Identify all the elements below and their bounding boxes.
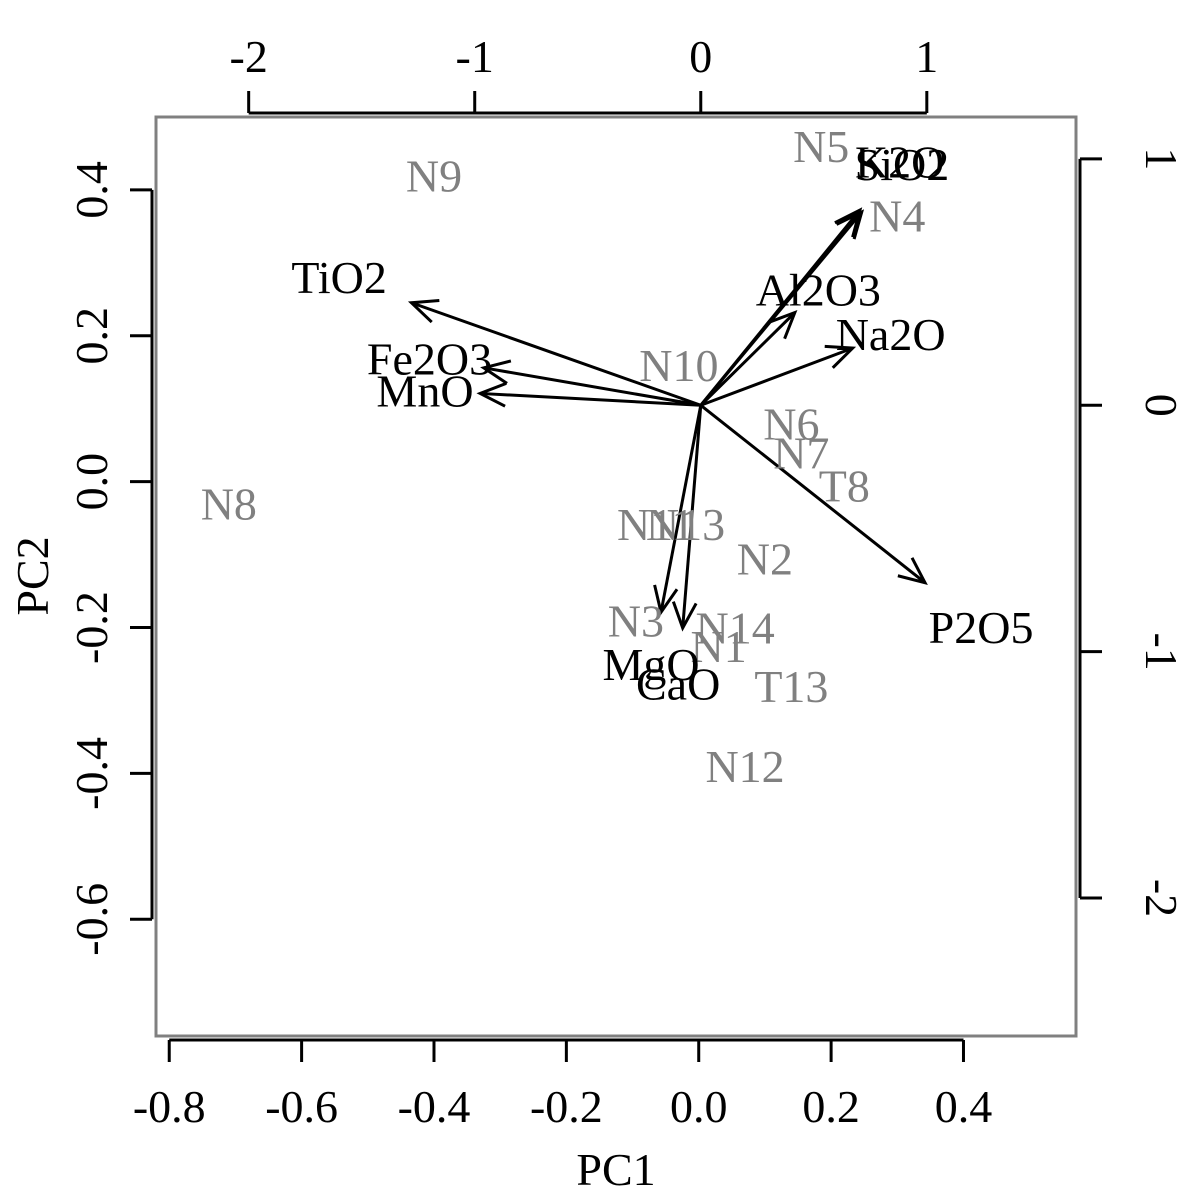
x-tick-label: -0.4 — [398, 1081, 471, 1132]
x-tick-label: 0.0 — [670, 1081, 728, 1132]
y-tick-label: 0.0 — [66, 453, 117, 511]
observation-label: N13 — [646, 499, 725, 550]
variable-label: CaO — [636, 659, 720, 710]
variable-label: K2O — [855, 136, 944, 187]
arrow-head — [834, 207, 863, 238]
variable-label: SiO2 — [855, 139, 950, 190]
y-tick-label: -0.2 — [66, 591, 117, 664]
x-axis-title: PC1 — [576, 1144, 655, 1195]
observation-label: T8 — [819, 460, 870, 511]
variable-label: Al2O3 — [756, 264, 881, 315]
plot-frame — [154, 115, 1078, 1038]
arrow-head — [653, 584, 679, 616]
variable-arrow — [681, 405, 703, 629]
observation-label: N2 — [737, 533, 793, 584]
y-tick-label: -0.4 — [66, 737, 117, 810]
x-tick-label: -0.6 — [265, 1081, 338, 1132]
right-tick-label: -2 — [1136, 879, 1187, 917]
right-tick-label: -1 — [1136, 632, 1187, 670]
arrow-head — [476, 382, 507, 408]
observation-label: N10 — [639, 340, 718, 391]
arrow-head — [824, 344, 857, 369]
y-tick-label: 0.2 — [66, 307, 117, 365]
variable-label: P2O5 — [929, 602, 1034, 653]
top-tick-label: 1 — [915, 31, 938, 82]
y-tick-label: 0.4 — [66, 161, 117, 219]
axes-layer: -0.8 -0.6 -0.4 -0.2 0.0 0.2 0.4 -0.6 -0.4 -0.2 0.0… — [66, 31, 1187, 1132]
variable-arrow — [480, 391, 701, 407]
observation-label: N7 — [773, 428, 829, 479]
x-tick-label: -0.2 — [530, 1081, 603, 1132]
observation-label: N1 — [690, 621, 746, 672]
x-tick-label: 0.4 — [935, 1081, 993, 1132]
arrow-head — [671, 601, 698, 632]
variable-arrow — [699, 404, 926, 584]
observation-label: N11 — [617, 499, 695, 550]
variable-arrow — [483, 366, 702, 407]
arrow-head — [897, 557, 928, 585]
observation-label: N5 — [793, 121, 849, 172]
variable-arrow — [410, 301, 702, 407]
observation-label: N8 — [201, 479, 257, 530]
observation-label: N9 — [406, 150, 462, 201]
top-tick-label: -2 — [230, 31, 268, 82]
observation-label: N12 — [705, 741, 784, 792]
observation-label: N3 — [608, 595, 664, 646]
variable-label: Fe2O3 — [367, 333, 492, 384]
variable-arrow — [699, 311, 796, 407]
variable-arrow — [700, 346, 854, 407]
observation-label: N6 — [763, 398, 819, 449]
arrow-head — [768, 310, 798, 340]
variable-label: TiO2 — [291, 252, 386, 303]
variable-arrow — [659, 404, 703, 613]
observation-label: N14 — [696, 603, 775, 654]
right-tick-label: 0 — [1136, 394, 1187, 417]
top-tick-label: -1 — [456, 31, 494, 82]
arrow-head — [835, 209, 865, 240]
variable-label: MnO — [376, 365, 473, 416]
arrow-head — [480, 359, 512, 385]
top-tick-label: 0 — [689, 31, 712, 82]
variable-arrows — [407, 207, 928, 632]
right-tick-label: 1 — [1136, 147, 1187, 170]
x-tick-label: 0.2 — [802, 1081, 860, 1132]
variable-label: MgO — [602, 639, 699, 690]
arrow-head — [407, 299, 440, 324]
observation-label: N4 — [869, 190, 925, 241]
y-tick-label: -0.6 — [66, 883, 117, 956]
x-tick-label: -0.8 — [133, 1081, 206, 1132]
y-axis-title: PC2 — [7, 536, 58, 615]
variable-arrow — [699, 211, 863, 407]
variable-label: Na2O — [836, 309, 946, 360]
observation-label: T13 — [754, 661, 828, 712]
